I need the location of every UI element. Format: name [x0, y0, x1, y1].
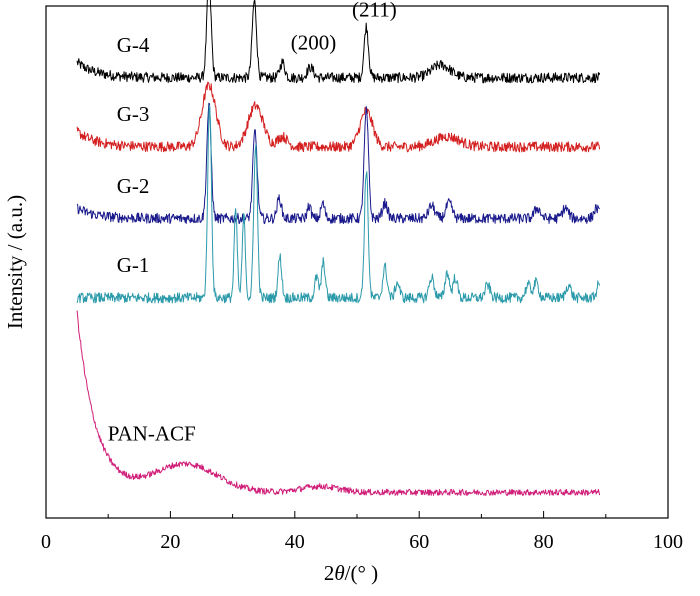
- series-label-g-1: G-1: [117, 253, 150, 277]
- x-tick-label: 20: [160, 531, 180, 553]
- peak-annotation: (200): [291, 31, 337, 55]
- peak-annotations: (110)(101)(200)(211): [291, 0, 397, 55]
- series-labels: G-4 G-3 G-2 G-1 PAN-ACF: [108, 33, 196, 445]
- series-label-g-3: G-3: [117, 102, 150, 126]
- x-tick-label: 0: [41, 531, 51, 553]
- series-label-pan-acf: PAN-ACF: [108, 422, 196, 446]
- series-group: [76, 0, 601, 496]
- x-axis-title: 2θ/(° ): [324, 561, 378, 585]
- series-line-pan-acf: [76, 310, 601, 496]
- x-tick-label: 60: [409, 531, 429, 553]
- series-line-g-1: [76, 104, 601, 304]
- series-line-g-4: [76, 0, 601, 84]
- peak-annotation: (211): [352, 0, 397, 21]
- series-line-g-3: [76, 81, 601, 153]
- series-line-g-2: [76, 102, 600, 225]
- x-tick-label: 40: [285, 531, 305, 553]
- series-label-g-4: G-4: [117, 33, 150, 57]
- x-tick-label: 100: [653, 531, 683, 553]
- x-tick-label: 80: [534, 531, 554, 553]
- x-axis-ticks: 0 20 40 60 80 100: [41, 511, 683, 553]
- y-axis-title: Intensity / (a.u.): [3, 195, 27, 329]
- series-label-g-2: G-2: [117, 174, 150, 198]
